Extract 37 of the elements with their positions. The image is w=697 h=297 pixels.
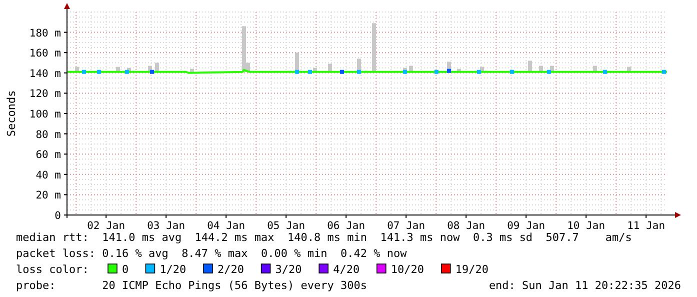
legend-label: 1/20 [160, 263, 186, 276]
bar [190, 68, 194, 72]
x-tick-label: 10 Jan [567, 220, 606, 232]
y-tick-label: 160 m [29, 48, 61, 60]
y-tick-label: 0 [54, 210, 61, 222]
legend-label: 2/20 [218, 263, 244, 276]
legend-label: 10/20 [390, 263, 424, 276]
bar [242, 26, 246, 72]
bar [372, 23, 376, 72]
legend-label: 3/20 [275, 263, 302, 276]
y-axis-title: Seconds [5, 90, 18, 137]
text: end: Sun Jan 11 20:22:35 2026 [488, 279, 681, 292]
legend-label: 19/20 [455, 263, 489, 276]
legend-label: 4/20 [333, 263, 360, 276]
y-tick-label: 80 m [36, 128, 61, 141]
legend-label: 0 [122, 263, 129, 276]
x-tick-label: 03 Jan [147, 220, 186, 232]
y-tick-label: 20 m [36, 190, 61, 202]
x-tick-label: 07 Jan [387, 220, 426, 232]
x-tick-label: 11 Jan [627, 220, 666, 232]
y-tick-label: 120 m [29, 88, 61, 100]
y-tick-label: 180 m [29, 27, 61, 40]
x-tick-label: 02 Jan [87, 220, 126, 232]
x-tick-label: 08 Jan [447, 220, 486, 232]
text: probe: 20 ICMP Echo Pings (56 Bytes) every 300s [16, 279, 367, 292]
x-tick-label: 04 Jan [207, 220, 246, 232]
legend-title: loss color: [16, 263, 89, 276]
text: median rtt: 141.0 ms avg 144.2 ms max 140.8 ms min 141.3 ms now 0.3 ms sd 507.7 am/s [16, 231, 632, 244]
y-tick-label: 60 m [36, 149, 61, 162]
x-tick-label: 06 Jan [327, 220, 366, 232]
y-tick-label: 140 m [29, 68, 61, 80]
x-tick-label: 09 Jan [507, 220, 546, 232]
y-tick-label: 100 m [29, 108, 61, 120]
x-tick-label: 05 Jan [267, 220, 306, 232]
bar [528, 60, 532, 72]
y-tick-label: 40 m [36, 169, 61, 182]
text: packet loss: 0.16 % avg 8.47 % max 0.00 % min 0.42 % now [16, 247, 408, 260]
